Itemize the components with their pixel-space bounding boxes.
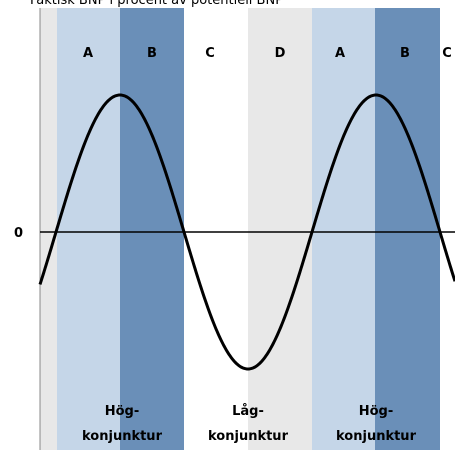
phase-label: konjunktur [82,429,163,444]
band-label: B [400,46,410,61]
band-c [184,8,248,450]
band-a [57,8,120,450]
labels: A B C D A B C Hög-konjunktur Låg-konjunktur Hög-k… [82,46,452,444]
title: Faktisk BNP i procent av potentiell BNP [30,0,283,8]
band-label: C [205,46,215,61]
phase-label: konjunktur [208,429,289,444]
band-label: A [335,46,345,61]
band-label: B [147,46,157,61]
phase-label: Låg- [232,404,264,419]
cycle-curve [38,93,455,371]
band-label: A [83,46,93,61]
phase-label: Hög- [105,404,140,419]
band-d [248,8,312,450]
zero-label: 0 [14,226,23,241]
phase-label: Hög- [359,404,394,419]
band-b [375,8,440,450]
band-label: C [442,46,452,61]
band-label: D [275,46,286,61]
phase-label: konjunktur [336,429,417,444]
band-a [312,8,375,450]
band-b [120,8,184,450]
band-c [440,8,455,450]
band-bg [40,8,57,450]
